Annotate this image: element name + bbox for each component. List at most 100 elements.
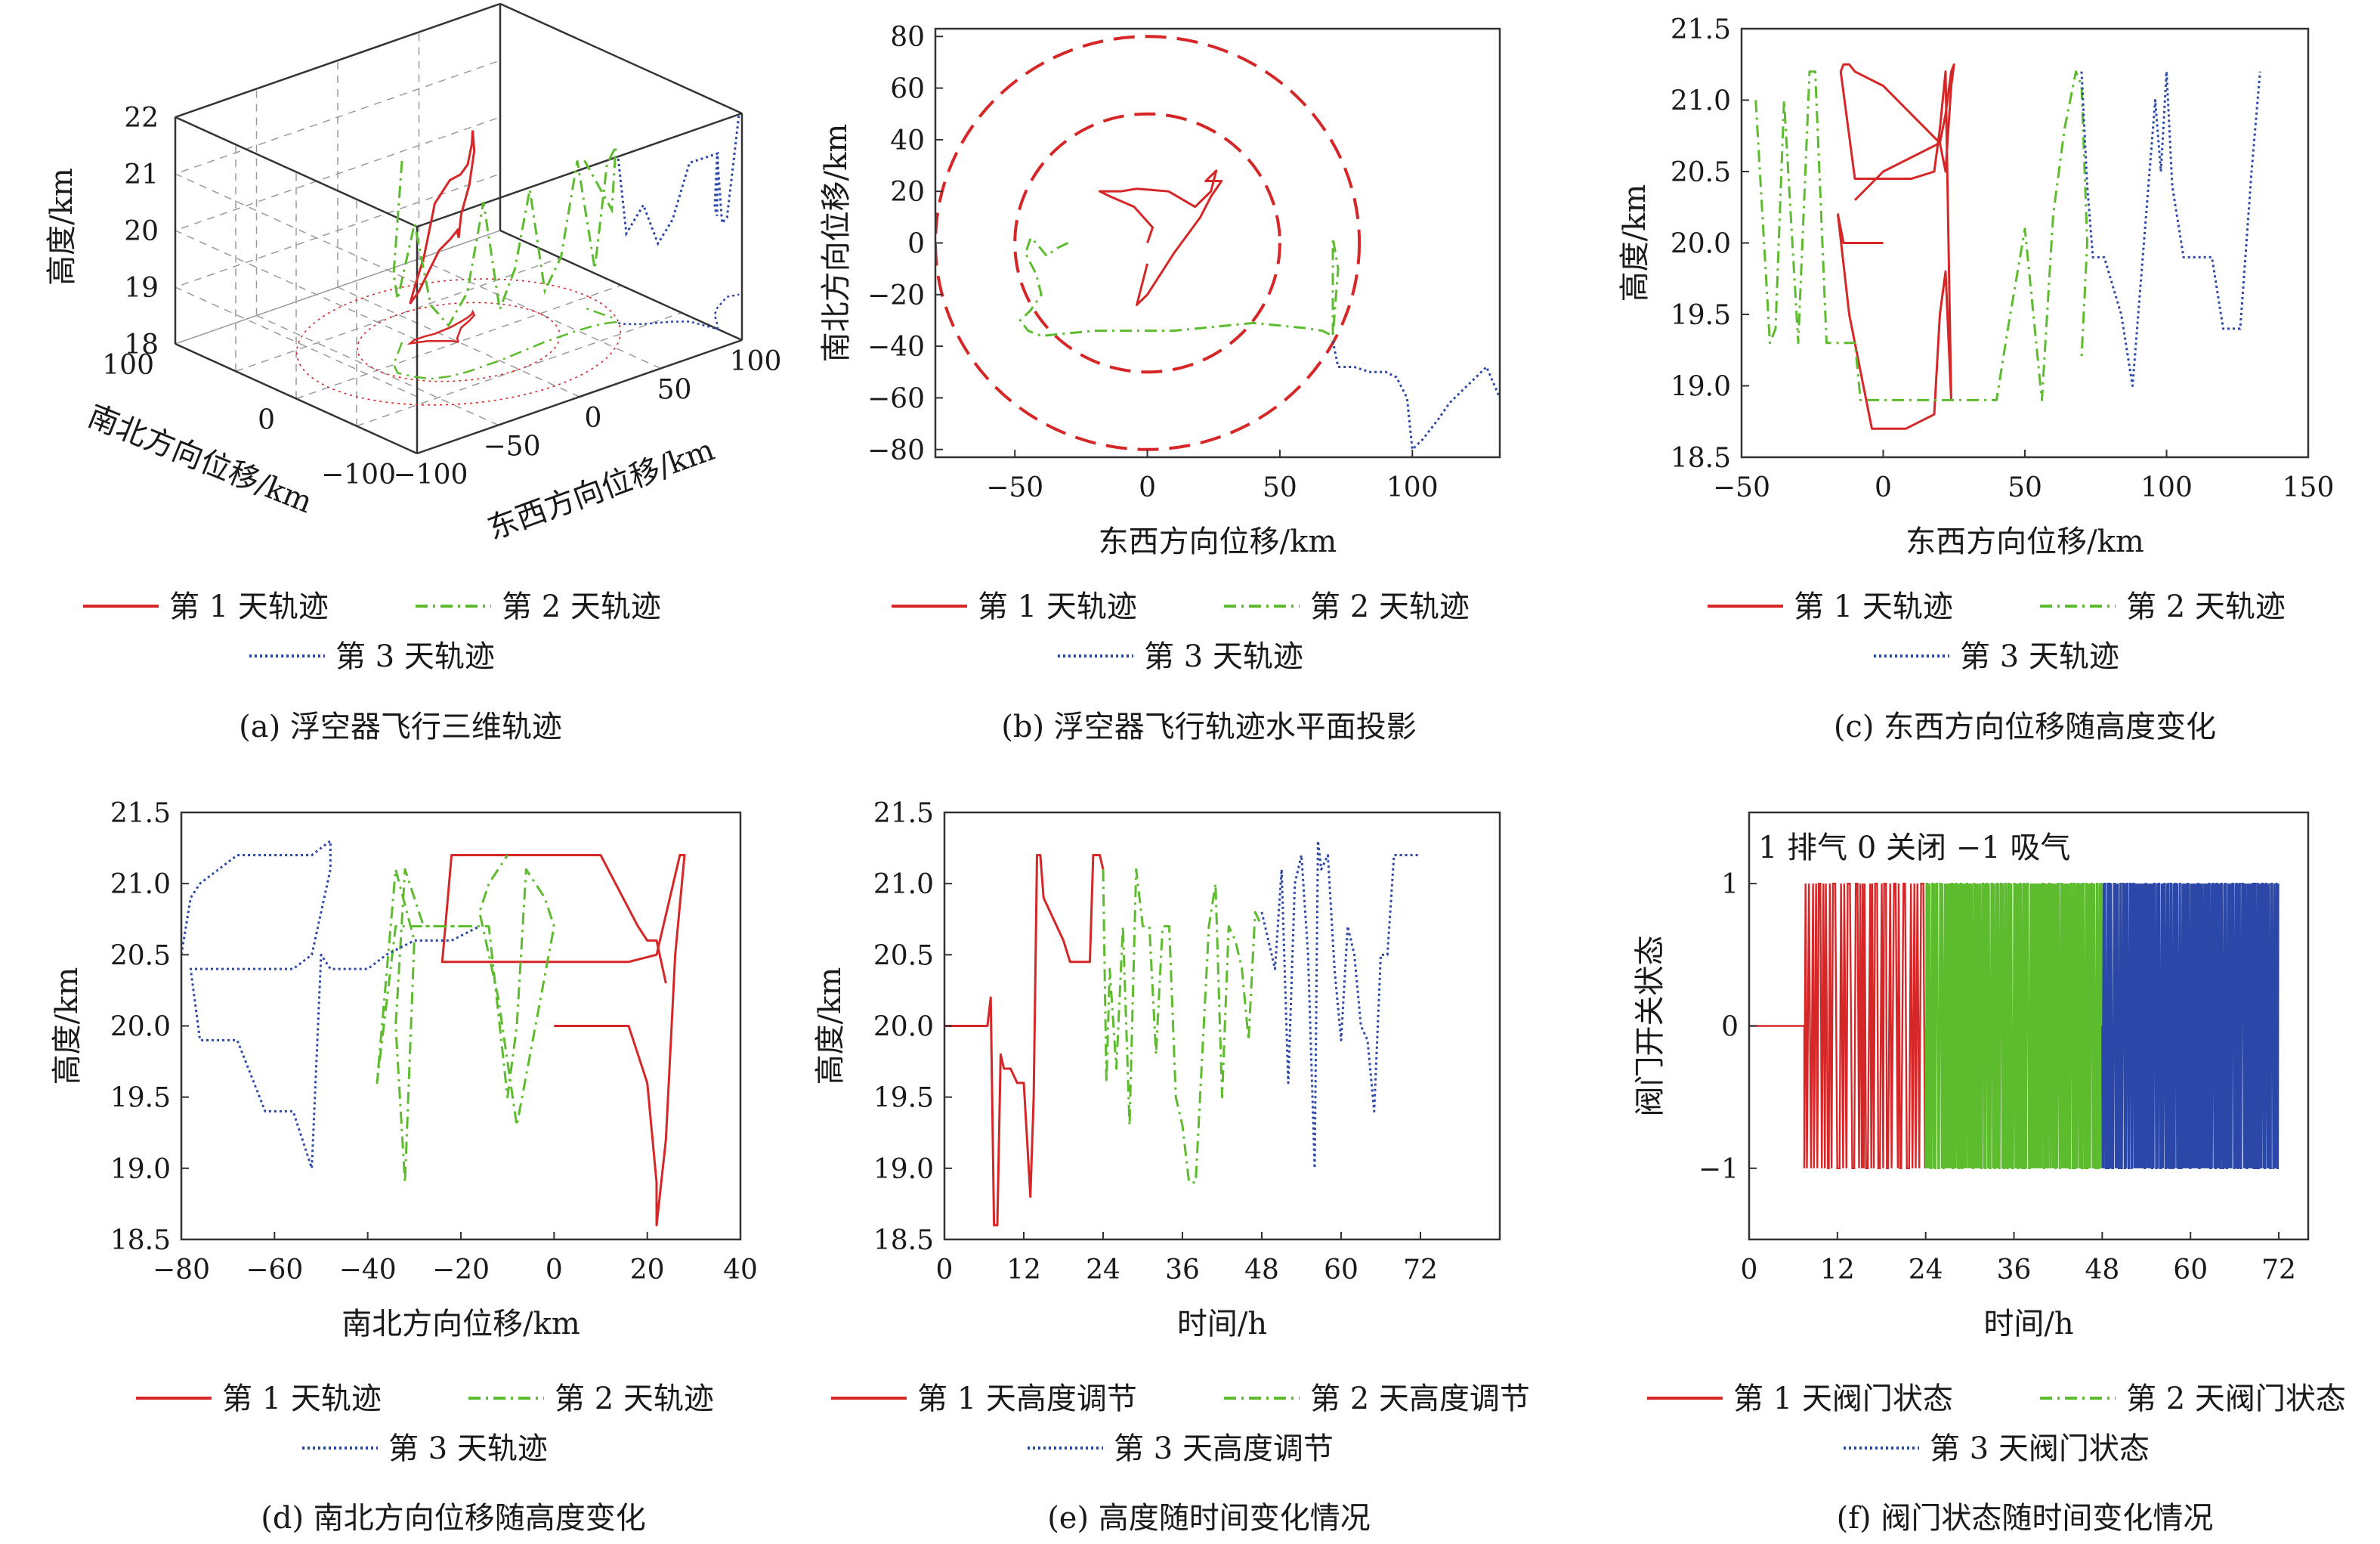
ytick-label-b-4: 0 xyxy=(907,229,925,260)
ytick-label-c-3: 20.0 xyxy=(1671,229,1731,260)
xtick-label-d-2: −40 xyxy=(339,1255,397,1286)
ytick-label-d-0: 18.5 xyxy=(110,1225,171,1256)
series-c-day2 xyxy=(1754,70,2088,401)
ytick-label-e-5: 21.0 xyxy=(873,869,934,900)
plot-area-d xyxy=(181,840,686,1227)
legend-label-d-2: 第 2 天轨迹 xyxy=(555,1382,714,1416)
caption-b: (b) 浮空器飞行轨迹水平面投影 xyxy=(1001,710,1417,744)
legend-label-e-2: 第 2 天高度调节 xyxy=(1310,1382,1530,1416)
legend-label-c-2: 第 2 天轨迹 xyxy=(2126,589,2286,624)
ytick-label-e-4: 20.5 xyxy=(873,940,934,971)
series-e-day1 xyxy=(944,854,1105,1227)
xtick-label-d-5: 20 xyxy=(630,1255,665,1286)
xtick-label-f-6: 72 xyxy=(2261,1255,2296,1286)
plot-d: −80 −60 −40 −20 0 20 40 18.5 19.0 19.5 20.0 20.5 21.… xyxy=(50,798,758,1341)
legend-label-b-3: 第 3 天轨迹 xyxy=(1144,639,1303,674)
range-circle-2 xyxy=(1013,112,1281,374)
xtick-label-d-1: −60 xyxy=(246,1255,303,1286)
xtick-label-e-5: 60 xyxy=(1324,1255,1358,1286)
series-a-day1-floor xyxy=(406,309,476,345)
xtick-label-d-6: 40 xyxy=(723,1255,758,1286)
zlabel-a: 高度/km xyxy=(45,168,79,286)
ytick-label-d-3: 20.0 xyxy=(110,1012,171,1043)
legend-label-f-3: 第 3 天阀门状态 xyxy=(1930,1431,2150,1466)
ytick-label-e-3: 20.0 xyxy=(873,1012,934,1043)
xtick-label-b-0: −50 xyxy=(986,472,1043,503)
ytick-label-e-2: 19.5 xyxy=(873,1083,934,1114)
legend-label-d-3: 第 3 天轨迹 xyxy=(388,1431,548,1466)
ztick-label-a-2: 20 xyxy=(124,216,159,247)
ytick-label-b-1: −60 xyxy=(867,383,925,414)
series-f-day3 xyxy=(2101,882,2280,1170)
plot-c: −50 0 50 100 150 18.5 19.0 19.5 20.0 20.5 21.0 21.5… xyxy=(1618,14,2334,559)
plot-area-f xyxy=(1749,882,2280,1170)
xtick-label-f-4: 48 xyxy=(2085,1255,2119,1286)
box-3d xyxy=(174,2,743,455)
xlabel-f: 时间/h xyxy=(1983,1307,2073,1341)
ytick-label-e-1: 19.0 xyxy=(873,1154,934,1185)
range-circles-3d xyxy=(295,278,622,406)
xtick-label-a-1: −50 xyxy=(484,432,541,463)
plot-frame-c xyxy=(1740,27,2310,459)
xtick-label-f-0: 0 xyxy=(1741,1255,1758,1286)
ytick-label-a-0: 100 xyxy=(102,350,154,381)
ytick-label-b-3: −20 xyxy=(867,280,925,311)
series-a-day3 xyxy=(617,113,740,246)
series-b-day1 xyxy=(1098,169,1223,306)
ytick-label-b-5: 20 xyxy=(890,177,925,208)
legend-label-f-1: 第 1 天阀门状态 xyxy=(1733,1382,1953,1416)
plot-area-a xyxy=(392,113,740,380)
xtick-label-f-5: 60 xyxy=(2173,1255,2208,1286)
ytick-label-f-2: 1 xyxy=(1721,869,1739,900)
ytick-label-e-0: 18.5 xyxy=(873,1225,934,1256)
series-b-day3 xyxy=(1331,340,1500,451)
series-e-day2 xyxy=(1102,868,1263,1184)
xlabel-c: 东西方向位移/km xyxy=(1906,524,2144,559)
ytick-label-c-0: 18.5 xyxy=(1671,443,1731,474)
xtick-label-c-0: −50 xyxy=(1713,472,1770,503)
ytick-label-d-6: 21.5 xyxy=(110,798,171,829)
ytick-label-d-4: 20.5 xyxy=(110,940,171,971)
legend-label-a-2: 第 2 天轨迹 xyxy=(502,589,661,624)
range-circle-1 xyxy=(935,35,1362,451)
xtick-label-f-1: 12 xyxy=(1820,1255,1855,1286)
series-d-day3 xyxy=(181,840,481,1170)
xtick-label-b-1: 0 xyxy=(1139,472,1156,503)
caption-f: (f) 阀门状态随时间变化情况 xyxy=(1837,1501,2214,1536)
xtick-label-e-2: 24 xyxy=(1086,1255,1120,1286)
caption-a: (a) 浮空器飞行三维轨迹 xyxy=(239,710,562,744)
ytick-label-b-2: −40 xyxy=(867,332,925,363)
range-circle-3d-1 xyxy=(295,278,622,406)
ztick-label-a-0: 18 xyxy=(124,330,159,360)
xtick-label-c-3: 100 xyxy=(2140,472,2193,503)
ylabel-e: 高度/km xyxy=(813,967,848,1085)
xlabel-e: 时间/h xyxy=(1177,1307,1267,1341)
ytick-label-c-4: 20.5 xyxy=(1671,157,1731,188)
xlabel-d: 南北方向位移/km xyxy=(342,1307,580,1341)
legend-label-b-1: 第 1 天轨迹 xyxy=(978,589,1137,624)
ytick-label-c-1: 19.0 xyxy=(1671,372,1731,403)
series-a-day2-floor xyxy=(392,307,618,380)
ylabel-a: 南北方向位移/km xyxy=(83,398,317,520)
plot-frame-b xyxy=(934,27,1501,459)
xtick-label-e-4: 48 xyxy=(1244,1255,1279,1286)
ytick-label-b-6: 40 xyxy=(890,125,925,156)
ytick-label-a-1: 0 xyxy=(258,405,275,436)
ytick-label-c-6: 21.5 xyxy=(1671,14,1731,45)
ytick-label-f-1: 0 xyxy=(1721,1012,1739,1043)
xtick-label-f-2: 24 xyxy=(1909,1255,1943,1286)
ytick-label-c-5: 21.0 xyxy=(1671,86,1731,117)
ytick-label-c-2: 19.5 xyxy=(1671,300,1731,331)
range-circle-3d-2 xyxy=(357,302,561,382)
series-f-day1 xyxy=(1749,882,1927,1170)
plot-area-b xyxy=(935,35,1500,451)
ytick-label-d-1: 19.0 xyxy=(110,1154,171,1185)
caption-c: (c) 东西方向位移随高度变化 xyxy=(1834,710,2216,744)
series-f-day2 xyxy=(1924,882,2103,1170)
plot-frame-e xyxy=(943,811,1501,1241)
